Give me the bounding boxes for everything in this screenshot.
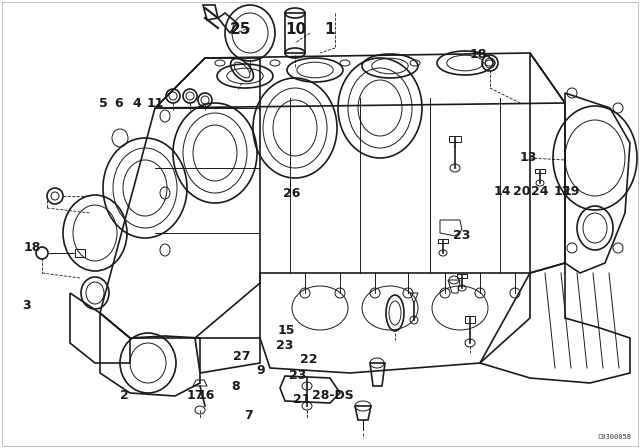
- Text: 21: 21: [293, 393, 311, 406]
- Text: 12: 12: [553, 185, 571, 198]
- Text: 23: 23: [289, 369, 307, 382]
- Text: 27: 27: [233, 349, 251, 363]
- Text: 16: 16: [197, 388, 215, 402]
- Text: 4: 4: [132, 97, 141, 111]
- Text: 20: 20: [513, 185, 531, 198]
- Text: 18: 18: [23, 241, 41, 254]
- Text: 23: 23: [453, 228, 471, 242]
- Text: 25: 25: [229, 22, 251, 37]
- Text: 26: 26: [282, 187, 300, 200]
- Text: C0300058: C0300058: [598, 434, 632, 440]
- Text: 6: 6: [114, 97, 123, 111]
- Text: 13: 13: [519, 151, 537, 164]
- Text: 3: 3: [22, 299, 31, 312]
- Text: 5: 5: [99, 97, 108, 111]
- Text: 9: 9: [257, 364, 266, 378]
- Text: 2: 2: [120, 388, 129, 402]
- Text: 28-DS: 28-DS: [312, 388, 354, 402]
- Bar: [285, 13, 305, 53]
- Text: 8: 8: [231, 379, 240, 393]
- Text: 23: 23: [276, 339, 294, 353]
- Text: 15: 15: [277, 324, 295, 337]
- Text: 19: 19: [563, 185, 580, 198]
- Text: 18: 18: [470, 48, 488, 61]
- Text: 24: 24: [531, 185, 548, 198]
- Text: 14: 14: [493, 185, 511, 198]
- Text: 7: 7: [244, 409, 253, 422]
- Text: 22: 22: [300, 353, 318, 366]
- Text: 11: 11: [147, 97, 164, 111]
- Text: 1: 1: [324, 22, 335, 37]
- Text: 17: 17: [186, 388, 204, 402]
- Text: 10: 10: [285, 22, 307, 37]
